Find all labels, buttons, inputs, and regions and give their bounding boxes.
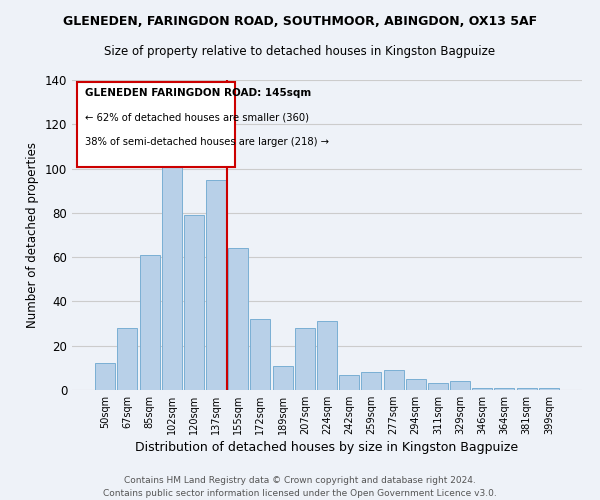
Text: Contains public sector information licensed under the Open Government Licence v3: Contains public sector information licen…	[103, 488, 497, 498]
Bar	[428, 384, 448, 390]
Text: GLENEDEN, FARINGDON ROAD, SOUTHMOOR, ABINGDON, OX13 5AF: GLENEDEN, FARINGDON ROAD, SOUTHMOOR, ABI…	[63, 15, 537, 28]
Text: Contains HM Land Registry data © Crown copyright and database right 2024.: Contains HM Land Registry data © Crown c…	[124, 476, 476, 485]
Bar	[472, 388, 492, 390]
Bar	[272, 366, 293, 390]
FancyBboxPatch shape	[77, 82, 235, 167]
Bar	[339, 374, 359, 390]
Bar	[162, 142, 182, 390]
Bar	[539, 388, 559, 390]
Bar	[517, 388, 536, 390]
Bar	[228, 248, 248, 390]
Text: ← 62% of detached houses are smaller (360): ← 62% of detached houses are smaller (36…	[85, 112, 309, 122]
Bar	[118, 328, 137, 390]
Text: Size of property relative to detached houses in Kingston Bagpuize: Size of property relative to detached ho…	[104, 45, 496, 58]
Bar	[494, 388, 514, 390]
Bar	[295, 328, 315, 390]
Bar	[317, 322, 337, 390]
Text: GLENEDEN FARINGDON ROAD: 145sqm: GLENEDEN FARINGDON ROAD: 145sqm	[85, 88, 311, 98]
Bar	[250, 319, 271, 390]
Y-axis label: Number of detached properties: Number of detached properties	[26, 142, 39, 328]
Bar	[206, 180, 226, 390]
Text: 38% of semi-detached houses are larger (218) →: 38% of semi-detached houses are larger (…	[85, 138, 329, 147]
X-axis label: Distribution of detached houses by size in Kingston Bagpuize: Distribution of detached houses by size …	[136, 442, 518, 454]
Bar	[406, 379, 426, 390]
Bar	[184, 215, 204, 390]
Bar	[140, 255, 160, 390]
Bar	[361, 372, 382, 390]
Bar	[95, 364, 115, 390]
Bar	[450, 381, 470, 390]
Bar	[383, 370, 404, 390]
